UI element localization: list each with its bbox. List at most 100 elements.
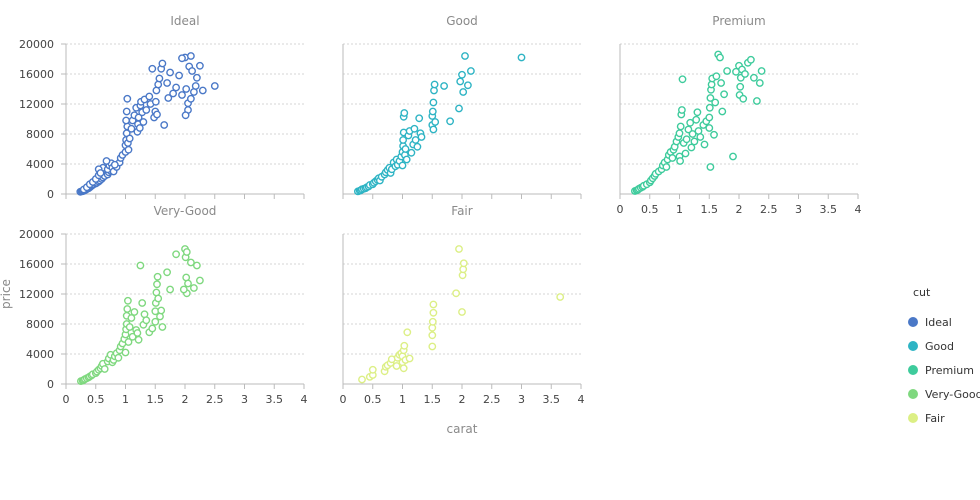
y-tick-label: 12000 xyxy=(19,288,54,301)
x-tick-label: 4 xyxy=(855,203,862,216)
data-point xyxy=(172,83,181,92)
data-point xyxy=(121,348,130,357)
data-point xyxy=(192,73,201,82)
legend-label: Ideal xyxy=(925,316,952,329)
data-point xyxy=(757,67,766,75)
data-point xyxy=(125,323,134,331)
data-point xyxy=(114,353,123,362)
legend-label: Very-Good xyxy=(925,388,980,401)
data-point xyxy=(741,70,749,78)
data-point xyxy=(158,323,167,331)
data-point xyxy=(407,148,416,157)
data-point xyxy=(428,317,437,326)
data-point xyxy=(676,122,685,131)
x-tick-label: 2 xyxy=(459,393,466,406)
data-point xyxy=(517,53,526,62)
data-point xyxy=(431,118,440,126)
data-point xyxy=(100,365,109,373)
data-point xyxy=(678,75,687,84)
y-tick-label: 16000 xyxy=(19,68,54,81)
data-point xyxy=(716,53,724,62)
data-point xyxy=(466,67,475,75)
y-tick-label: 16000 xyxy=(19,258,54,271)
data-point xyxy=(189,284,198,292)
panel-title: Fair xyxy=(451,204,472,218)
x-tick-label: 4 xyxy=(301,393,308,406)
data-point xyxy=(428,342,437,351)
data-point xyxy=(400,341,409,350)
data-point xyxy=(429,308,438,317)
data-point xyxy=(133,329,142,337)
data-point xyxy=(446,117,454,126)
data-point xyxy=(678,106,686,114)
data-point xyxy=(700,140,709,149)
legend-swatch xyxy=(908,317,918,327)
data-point xyxy=(753,97,761,105)
data-point xyxy=(452,289,460,298)
data-point xyxy=(96,169,105,177)
data-point xyxy=(134,113,143,122)
data-point xyxy=(430,80,439,89)
y-tick-label: 8000 xyxy=(26,318,54,331)
data-point xyxy=(413,142,422,151)
data-point xyxy=(692,115,701,124)
data-point xyxy=(124,145,133,154)
y-tick-label: 4000 xyxy=(26,348,54,361)
x-tick-label: 0 xyxy=(617,203,624,216)
data-point xyxy=(210,82,219,90)
y-tick-label: 4000 xyxy=(26,158,54,171)
data-point xyxy=(556,293,565,301)
data-point xyxy=(138,299,147,307)
data-point xyxy=(134,335,143,344)
data-point xyxy=(151,317,160,326)
panel-premium: Premium 0 0.5 1 1.5 2 2.5 3 3.5 4 xyxy=(617,14,862,216)
legend-items: Ideal Good Premium Very-Good Fair xyxy=(908,316,980,425)
panel-title: Very-Good xyxy=(154,204,217,218)
data-point xyxy=(184,279,192,288)
data-point xyxy=(122,107,131,116)
data-point xyxy=(455,104,463,113)
data-point xyxy=(154,294,163,303)
data-point xyxy=(191,82,200,90)
y-tick-label: 0 xyxy=(47,378,54,391)
data-point xyxy=(154,80,163,89)
data-point xyxy=(160,121,169,129)
data-point xyxy=(417,133,426,141)
data-point xyxy=(175,71,184,80)
data-point xyxy=(429,98,438,107)
data-point xyxy=(358,375,366,384)
data-point xyxy=(755,79,764,87)
x-tick-label: 0 xyxy=(340,393,347,406)
y-tick-label: 20000 xyxy=(19,228,54,241)
data-point xyxy=(186,94,195,103)
data-point xyxy=(705,124,714,132)
data-point xyxy=(739,94,748,103)
data-point xyxy=(400,109,409,117)
data-point xyxy=(135,124,144,132)
x-tick-label: 3.5 xyxy=(543,393,561,406)
data-point xyxy=(158,59,167,68)
data-point xyxy=(706,163,715,171)
data-point xyxy=(110,160,119,169)
panel-good: Good xyxy=(342,14,582,199)
data-point xyxy=(142,106,151,114)
x-tick-label: 4 xyxy=(578,393,585,406)
data-point xyxy=(750,73,758,82)
data-point xyxy=(124,338,133,346)
data-point xyxy=(405,354,414,363)
data-point xyxy=(157,306,166,315)
data-point xyxy=(136,261,145,270)
x-tick-label: 1.5 xyxy=(147,393,165,406)
data-point xyxy=(717,79,725,87)
x-tick-label: 2.5 xyxy=(760,203,778,216)
data-point xyxy=(145,92,154,101)
data-point xyxy=(148,64,157,73)
data-point xyxy=(682,135,691,144)
data-point xyxy=(458,70,466,79)
data-point xyxy=(411,136,420,144)
data-point xyxy=(392,362,401,370)
y-tick-label: 20000 xyxy=(19,38,54,51)
x-tick-label: 2.5 xyxy=(206,393,224,406)
